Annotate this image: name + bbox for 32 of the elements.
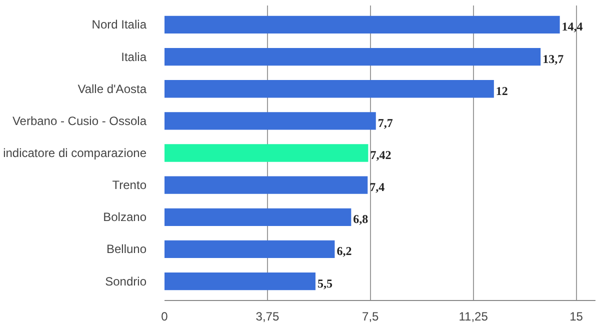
y-tick-label: Belluno bbox=[106, 242, 147, 256]
y-tick-label: Trento bbox=[112, 178, 147, 192]
y-tick-label: Nord Italia bbox=[92, 18, 147, 32]
data-label: 12 bbox=[496, 84, 508, 98]
x-tick-label: 11,25 bbox=[458, 310, 488, 323]
x-tick-label: 15 bbox=[570, 310, 584, 323]
bar bbox=[164, 240, 335, 258]
y-tick-label: Sondrio bbox=[105, 274, 147, 288]
bar bbox=[164, 176, 368, 194]
data-label: 7,42 bbox=[370, 148, 392, 162]
data-label: 14,4 bbox=[562, 20, 583, 34]
bar bbox=[164, 208, 352, 226]
data-label: 5,5 bbox=[317, 276, 332, 290]
data-label: 13,7 bbox=[542, 52, 564, 66]
data-label: 7,7 bbox=[378, 116, 393, 130]
y-tick-label: Italia bbox=[121, 50, 147, 64]
bar bbox=[164, 144, 368, 162]
bar bbox=[164, 80, 494, 98]
x-tick-label: 0 bbox=[161, 310, 168, 323]
data-label: 6,2 bbox=[336, 244, 352, 258]
bar bbox=[164, 272, 316, 290]
bar bbox=[164, 16, 560, 34]
y-tick-label: Valle d'Aosta bbox=[78, 82, 147, 96]
x-tick-label: 3,75 bbox=[256, 310, 280, 323]
data-label: 6,8 bbox=[353, 212, 368, 226]
x-tick-label: 7,5 bbox=[362, 310, 380, 323]
y-tick-label: Verbano - Cusio - Ossola bbox=[12, 114, 147, 128]
y-tick-label: Bolzano bbox=[103, 210, 147, 224]
bar bbox=[164, 112, 376, 130]
y-tick-label: indicatore di comparazione bbox=[3, 146, 147, 160]
data-label: 7,4 bbox=[370, 180, 385, 194]
bar bbox=[164, 48, 541, 66]
